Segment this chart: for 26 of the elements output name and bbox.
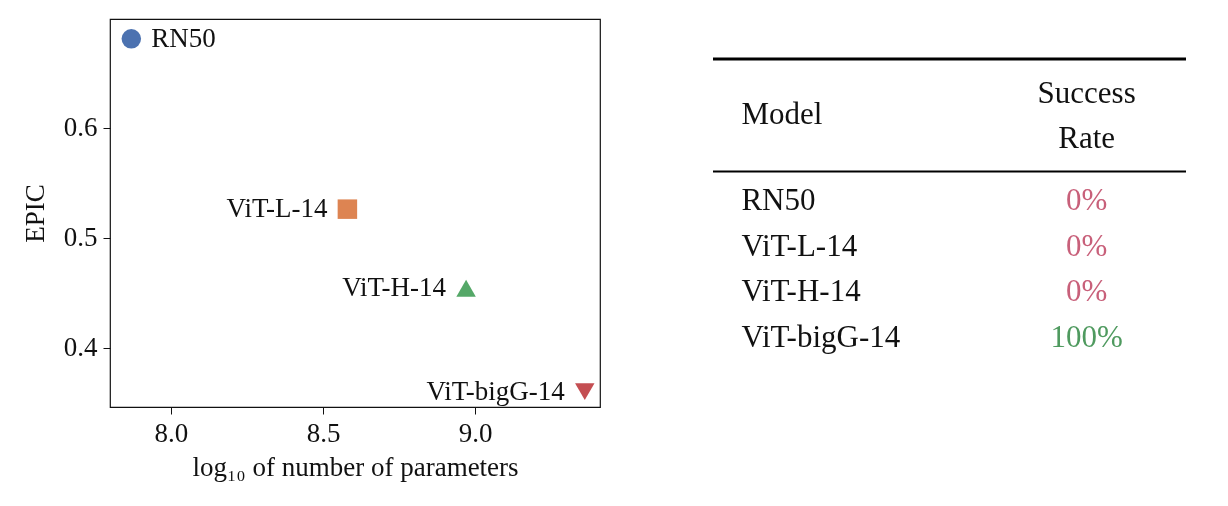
category-label: RN50 <box>741 182 816 218</box>
series-label: RN50 <box>151 22 216 53</box>
category-label: ViT-H-14 <box>741 273 862 309</box>
text: 0% <box>1066 227 1108 263</box>
point <box>575 383 595 401</box>
category-label: ViT-bigG-14 <box>741 318 901 354</box>
y-axis-title: EPIC <box>19 184 50 243</box>
x-axis-title: log₁₀ of number of parameters <box>192 451 519 482</box>
point <box>337 199 358 219</box>
y-tick-label: 0.6 <box>63 112 98 143</box>
x-tick-label: 9.0 <box>458 417 493 448</box>
series-label: ViT-bigG-14 <box>426 375 566 406</box>
text: 100% <box>1050 318 1123 354</box>
text: Success Rate <box>1037 74 1136 155</box>
x-tick-label: 8.5 <box>306 417 341 448</box>
point <box>456 279 476 297</box>
category-label: ViT-L-14 <box>741 227 858 263</box>
y-tick-label: 0.5 <box>63 222 98 253</box>
text: 0% <box>1066 182 1108 218</box>
point <box>121 29 142 49</box>
text: Model <box>741 95 823 131</box>
series-label: ViT-L-14 <box>226 193 328 224</box>
y-tick-label: 0.4 <box>63 332 98 363</box>
text: 0% <box>1066 273 1108 309</box>
x-tick-label: 8.0 <box>154 417 189 448</box>
series-label: ViT-H-14 <box>342 272 447 303</box>
